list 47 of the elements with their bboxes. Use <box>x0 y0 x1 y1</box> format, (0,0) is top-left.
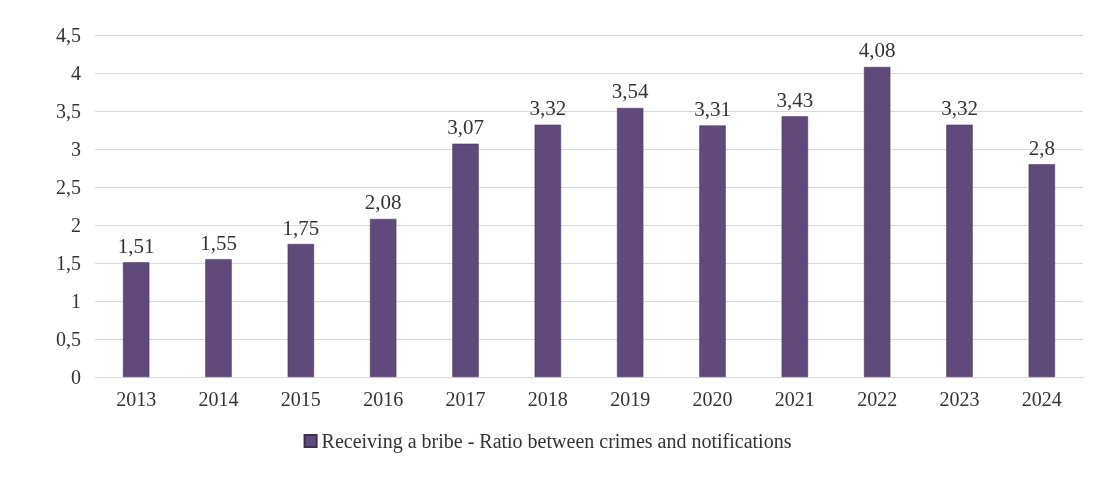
data-label: 2,08 <box>364 190 402 215</box>
data-label: 3,32 <box>941 96 978 121</box>
bar <box>863 66 891 377</box>
x-tick-label: 2013 <box>116 388 157 410</box>
x-tick-label: 2014 <box>198 388 239 410</box>
y-tick-label: 2,5 <box>56 176 81 198</box>
y-tick-label: 4 <box>71 62 81 84</box>
x-tick-label: 2022 <box>857 388 898 410</box>
data-label: 3,31 <box>694 96 731 121</box>
bar <box>287 244 315 377</box>
y-tick-label: 4,5 <box>56 24 81 46</box>
data-label: 4,08 <box>858 38 896 63</box>
bar <box>534 124 562 377</box>
data-label: 3,32 <box>529 96 567 121</box>
y-tick-label: 1 <box>71 290 81 312</box>
x-tick-label: 2024 <box>1021 388 1062 410</box>
bar <box>781 116 809 377</box>
data-label: 3,43 <box>776 87 814 112</box>
bar <box>369 218 397 377</box>
data-label: 1,51 <box>117 233 155 258</box>
data-label: 1,75 <box>282 215 320 240</box>
bar <box>1028 164 1056 377</box>
y-tick-label: 0,5 <box>56 328 81 350</box>
y-tick-label: 1,5 <box>56 252 81 274</box>
x-tick-label: 2018 <box>527 388 568 410</box>
bar <box>699 125 726 377</box>
data-label: 3,54 <box>611 79 650 104</box>
data-label: 1,55 <box>200 230 237 255</box>
bar <box>946 124 973 377</box>
y-tick-label: 2 <box>71 214 81 236</box>
x-tick-label: 2023 <box>939 388 980 410</box>
x-tick-label: 2017 <box>445 388 486 410</box>
bar <box>122 262 150 377</box>
x-tick-label: 2021 <box>774 388 815 410</box>
data-label: 3,07 <box>447 115 484 140</box>
bar <box>452 143 479 377</box>
y-tick-label: 3,5 <box>56 100 81 122</box>
bar <box>205 259 232 377</box>
x-tick-label: 2020 <box>692 388 733 410</box>
legend-label: Receiving a bribe - Ratio between crimes and notifications <box>321 430 792 453</box>
y-tick-label: 3 <box>71 138 81 160</box>
bar <box>616 107 644 377</box>
x-tick-label: 2015 <box>280 388 321 410</box>
x-tick-label: 2019 <box>610 388 651 410</box>
data-label: 2,8 <box>1028 135 1055 160</box>
x-tick-label: 2016 <box>363 388 404 410</box>
y-tick-label: 0 <box>71 366 81 388</box>
